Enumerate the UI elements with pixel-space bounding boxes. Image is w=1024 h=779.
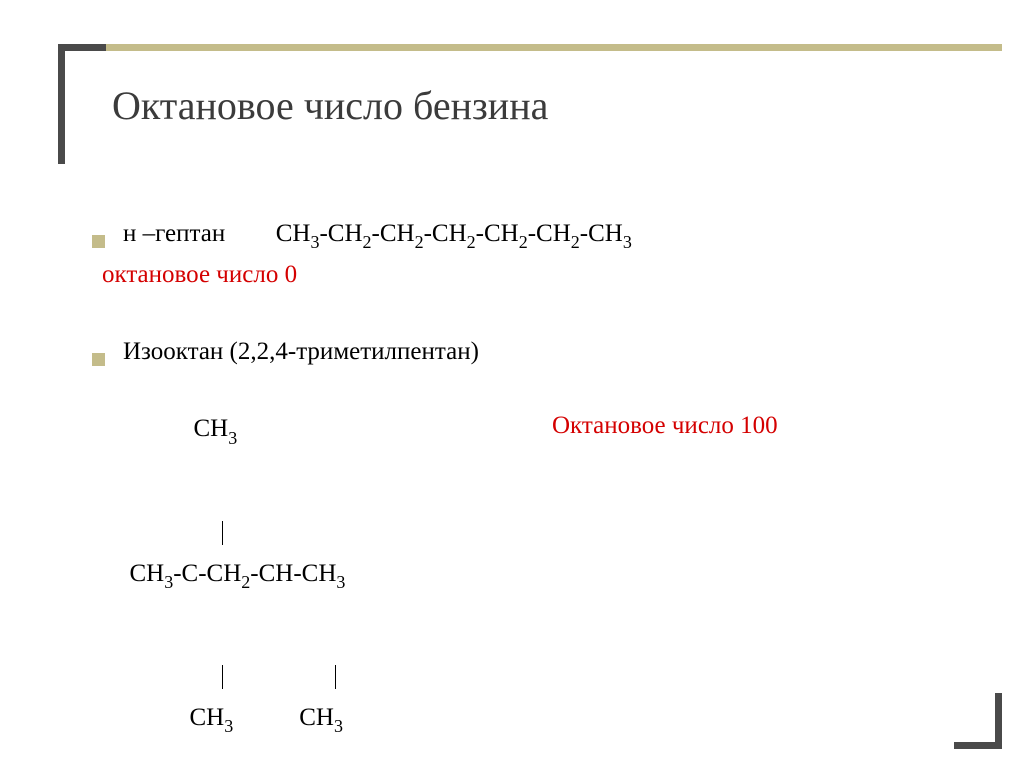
heptane-octane-number: октановое число 0 [92,256,964,295]
slide-content: н –гептан СН3-СН2-СН2-СН2-СН2-СН2-СН3 ок… [92,215,964,779]
heptane-formula: СН3-СН2-СН2-СН2-СН2-СН2-СН3 [276,220,632,247]
isooctane-octane-number: Октановое число 100 [552,407,778,446]
struct-top-bond [92,490,964,516]
slide-title: Октановое число бензина [112,82,548,129]
isooctane-structure: СН3 СН3-С-СН2-СН-СН3 СН3СН3 Октановое чи… [92,371,964,778]
struct-bottom-bonds [92,634,964,660]
heptane-row: н –гептан СН3-СН2-СН2-СН2-СН2-СН2-СН3 [92,215,964,256]
title-accent-bar [106,44,1002,51]
bullet-icon [92,235,105,248]
isooctane-row: Изооктан (2,2,4-триметилпентан) [92,333,964,372]
bracket-top-left [58,44,106,164]
heptane-line: н –гептан СН3-СН2-СН2-СН2-СН2-СН2-СН3 [123,215,632,256]
heptane-label: н –гептан [123,220,225,247]
bullet-icon [92,353,105,366]
struct-top-ch3: СН3 [92,371,964,489]
isooctane-label: Изооктан (2,2,4-триметилпентан) [123,333,479,372]
